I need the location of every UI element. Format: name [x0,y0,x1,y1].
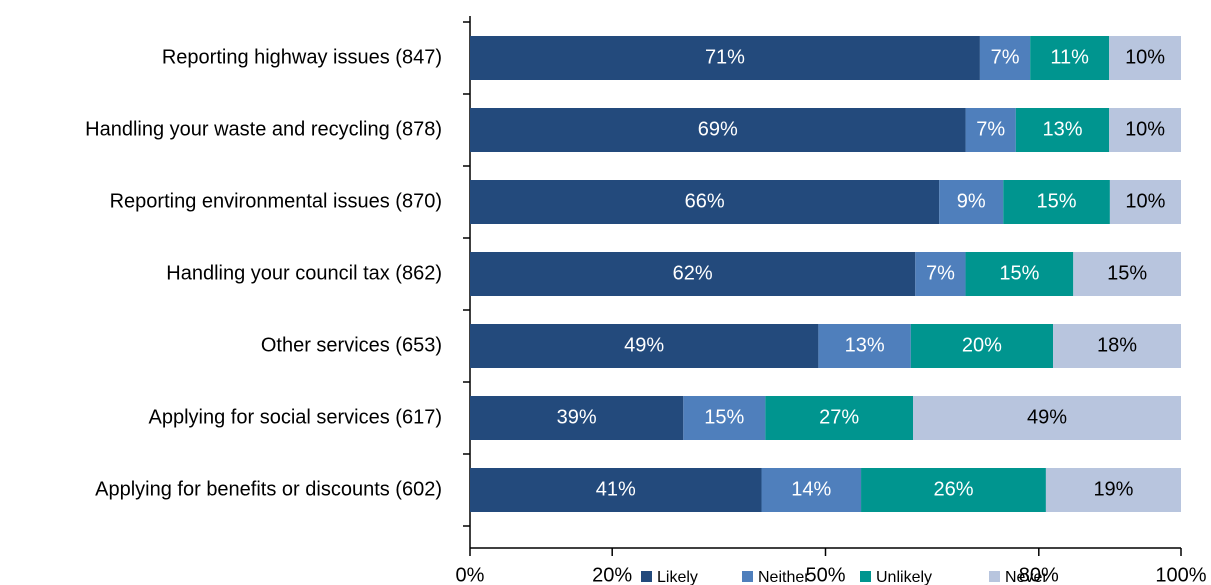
legend-swatch [860,571,871,582]
data-label: 13% [1042,118,1082,140]
bar-segment [910,324,1054,368]
bar-segment [1003,180,1110,224]
y-tick-label: Handling your waste and recycling (878) [85,118,442,140]
data-label: 15% [1107,262,1147,284]
data-label: 10% [1125,190,1165,212]
legend-label: Unlikely [876,569,932,585]
bar-segment [470,252,916,296]
data-label: 7% [991,46,1020,68]
x-tick-label: 50% [805,564,845,585]
legend-label: Neither [758,569,810,585]
bar-segment [470,396,684,440]
x-tick-label: 100% [1155,564,1206,585]
data-label: 27% [819,406,859,428]
bar-segment [470,324,819,368]
bar-segment [939,180,1004,224]
data-label: 41% [596,478,636,500]
bar-segment [470,108,966,152]
y-tick-label: Applying for social services (617) [149,406,442,428]
y-tick-label: Reporting highway issues (847) [162,46,442,68]
data-label: 49% [1027,406,1067,428]
data-label: 13% [845,334,885,356]
bar-segment [1045,468,1181,512]
data-label: 71% [705,46,745,68]
data-label: 9% [957,190,986,212]
legend-swatch [742,571,753,582]
legend-label: Likely [657,569,698,585]
x-tick-label: 0% [456,564,485,585]
y-tick-label: Reporting environmental issues (870) [110,190,442,212]
data-label: 15% [1037,190,1077,212]
y-tick-label: Other services (653) [261,334,442,356]
data-label: 14% [791,478,831,500]
data-label: 62% [673,262,713,284]
data-label: 69% [698,118,738,140]
data-label: 10% [1125,46,1165,68]
data-label: 19% [1093,478,1133,500]
data-label: 39% [557,406,597,428]
data-label: 15% [999,262,1039,284]
bar-segment [1109,180,1181,224]
bar-segment [979,36,1031,80]
bar-segment [915,252,966,296]
data-label: 66% [685,190,725,212]
bar-segment [818,324,911,368]
legend-label: Never [1005,569,1048,585]
data-label: 11% [1050,46,1089,68]
bar-segment [1073,252,1181,296]
y-tick-label: Handling your council tax (862) [166,262,442,284]
x-tick-label: 20% [592,564,632,585]
data-label: 10% [1125,118,1165,140]
legend-swatch [989,571,1000,582]
bar-segment [470,36,980,80]
bar-segment [1030,36,1110,80]
data-label: 18% [1097,334,1137,356]
bar-segment [765,396,914,440]
data-label: 20% [962,334,1002,356]
bar-segment [470,180,940,224]
x-tick-label: 80% [1019,564,1059,585]
bar-segment [1109,108,1181,152]
bar-segment [761,468,862,512]
data-label: 15% [704,406,744,428]
bar-segment [1015,108,1110,152]
bar-segment [470,468,762,512]
data-label: 7% [926,262,955,284]
bar-segment [913,396,1181,440]
data-label: 7% [976,118,1005,140]
bar-segment [965,252,1074,296]
bar-segment [965,108,1016,152]
bar-segment [1109,36,1181,80]
bar-segment [861,468,1046,512]
data-label: 49% [624,334,664,356]
bar-segment [683,396,766,440]
bar-segment [1053,324,1181,368]
data-label: 26% [933,478,973,500]
y-tick-label: Applying for benefits or discounts (602) [95,478,442,500]
legend-swatch [641,571,652,582]
